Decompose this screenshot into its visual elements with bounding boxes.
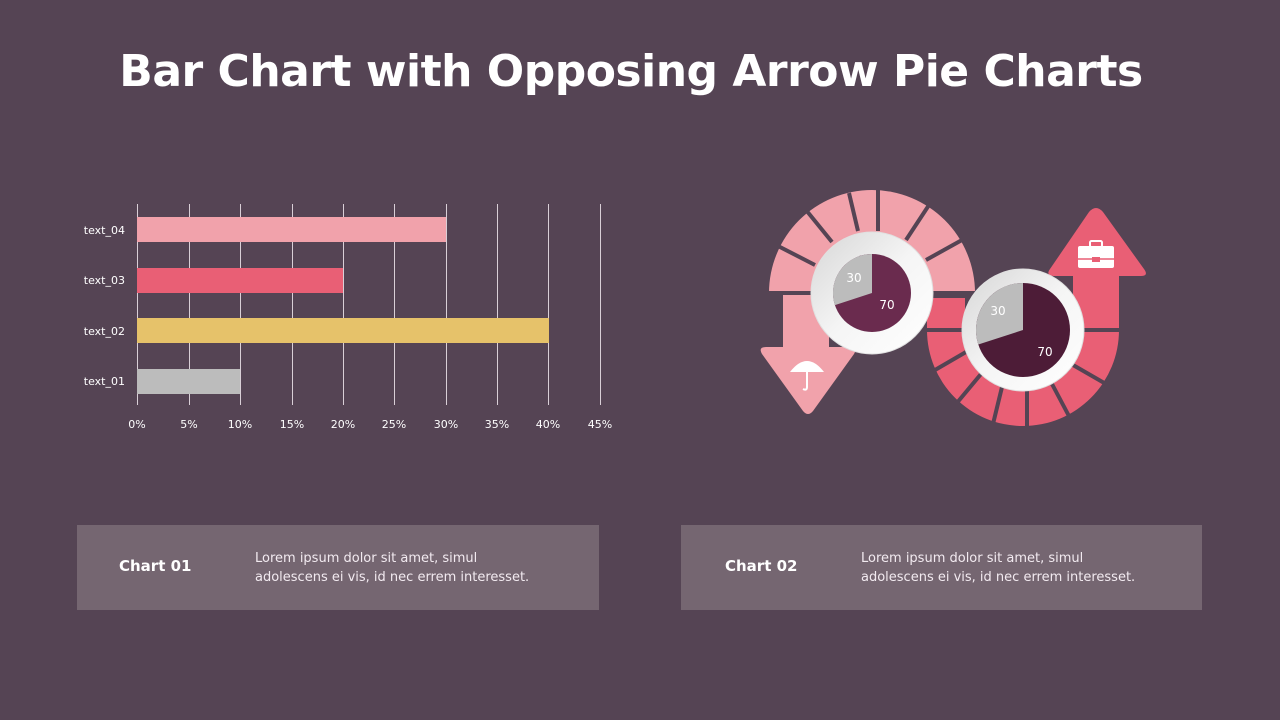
bar-text-03 xyxy=(137,268,343,293)
card-title: Chart 02 xyxy=(725,557,798,575)
category-label: text_02 xyxy=(84,325,125,338)
pie-chart-2: 30 70 xyxy=(961,268,1085,392)
bar-chart: text_04 text_03 text_02 text_01 0% 5% 10… xyxy=(84,204,612,431)
tick-label: 0% xyxy=(128,418,145,431)
category-label: text_04 xyxy=(84,224,125,237)
tick-label: 10% xyxy=(228,418,252,431)
category-label: text_01 xyxy=(84,375,125,388)
card-title: Chart 01 xyxy=(119,557,192,575)
card-desc-line: Lorem ipsum dolor sit amet, simul xyxy=(255,551,478,566)
tick-label: 20% xyxy=(331,418,355,431)
tick-label: 45% xyxy=(588,418,612,431)
tick-label: 40% xyxy=(536,418,560,431)
pie-chart-1: 30 70 xyxy=(810,231,934,355)
bar-text-01 xyxy=(137,369,240,394)
card-description: Lorem ipsum dolor sit amet, simul adoles… xyxy=(861,549,1161,587)
lower-arc-band xyxy=(927,294,1119,428)
tick-label: 35% xyxy=(485,418,509,431)
category-label: text_03 xyxy=(84,274,125,287)
tick-label: 25% xyxy=(382,418,406,431)
page-title: Bar Chart with Opposing Arrow Pie Charts xyxy=(119,46,1143,97)
briefcase-icon xyxy=(1078,240,1114,268)
card-description: Lorem ipsum dolor sit amet, simul adoles… xyxy=(255,549,555,587)
tick-label: 30% xyxy=(434,418,458,431)
card-desc-line: Lorem ipsum dolor sit amet, simul xyxy=(861,551,1084,566)
chart-01-card: Chart 01 Lorem ipsum dolor sit amet, sim… xyxy=(77,525,599,610)
card-desc-line: adolescens ei vis, id nec errem interess… xyxy=(861,570,1136,585)
bar-text-02 xyxy=(137,318,549,343)
bar-text-04 xyxy=(137,217,446,242)
tick-label: 5% xyxy=(180,418,197,431)
pie1-major-label: 70 xyxy=(879,298,894,312)
tick-label: 15% xyxy=(280,418,304,431)
upper-arc-band xyxy=(769,188,975,295)
card-desc-line: adolescens ei vis, id nec errem interess… xyxy=(255,570,530,585)
pie1-minor-label: 30 xyxy=(846,271,861,285)
umbrella-icon xyxy=(790,361,824,391)
pie2-minor-label: 30 xyxy=(990,304,1005,318)
chart-02-card: Chart 02 Lorem ipsum dolor sit amet, sim… xyxy=(681,525,1202,610)
pie2-major-label: 70 xyxy=(1037,345,1052,359)
